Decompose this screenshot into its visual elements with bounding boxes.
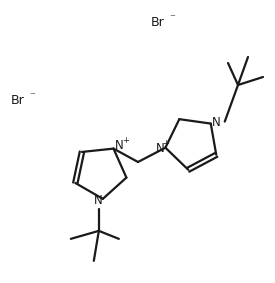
Text: ⁻: ⁻ [169,13,175,23]
Text: ⁻: ⁻ [29,91,35,101]
Text: N: N [156,142,165,155]
Text: +: + [163,139,169,148]
Text: N: N [211,116,220,129]
Text: N: N [94,194,102,207]
Text: +: + [122,136,129,145]
Text: N: N [115,139,124,152]
Text: Br: Br [151,16,165,29]
Text: Br: Br [11,93,25,106]
